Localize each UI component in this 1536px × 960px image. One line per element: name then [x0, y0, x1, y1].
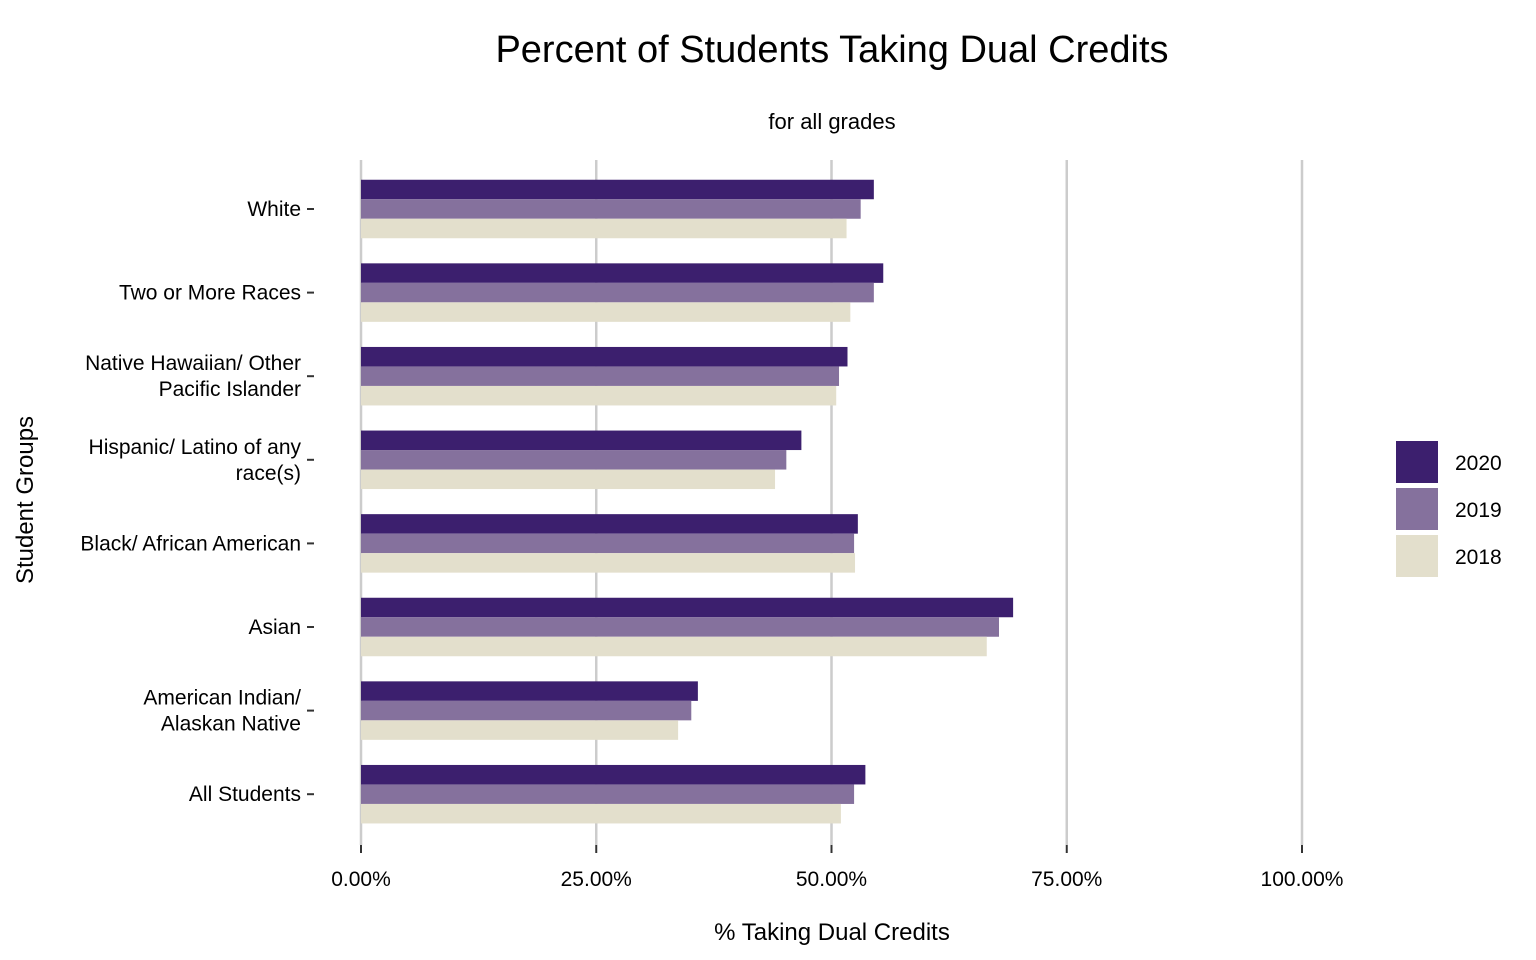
bar-2019: [361, 366, 840, 386]
bar-2020: [361, 764, 866, 785]
bar-2020: [361, 179, 874, 200]
bar-2018: [361, 720, 679, 740]
x-tick-label: 25.00%: [561, 868, 632, 891]
legend-key-2018: [1396, 535, 1438, 577]
x-axis-title: % Taking Dual Credits: [714, 919, 950, 946]
y-tick-label: Alaskan Native: [161, 713, 301, 736]
legend-label: 2019: [1455, 499, 1502, 522]
legend: 2020 2019 2018: [1396, 441, 1502, 577]
bar-2020: [361, 430, 802, 451]
bar-2019: [361, 199, 861, 219]
bar-2019: [361, 784, 855, 804]
y-tick-label: White: [247, 198, 301, 221]
y-axis: White Two or More Races Native Hawaiian/ O…: [80, 198, 314, 806]
y-axis-title: Student Groups: [12, 416, 39, 584]
bar-2018: [361, 385, 837, 406]
bars: [361, 179, 1014, 824]
chart-title: Percent of Students Taking Dual Credits: [495, 29, 1168, 71]
bar-2019: [361, 533, 855, 554]
bar-2018: [361, 553, 856, 573]
bar-2020: [361, 681, 698, 701]
legend-label: 2018: [1455, 546, 1502, 569]
x-axis: 0.00% 25.00% 50.00% 75.00% 100.00%: [331, 845, 1343, 891]
y-tick-label: Hispanic/ Latino of any: [89, 436, 302, 459]
legend-key-2020: [1396, 441, 1438, 483]
bar-2018: [361, 803, 841, 824]
bar-2019: [361, 450, 787, 470]
y-tick-label: Black/ African American: [80, 532, 301, 555]
y-tick-label: race(s): [236, 462, 301, 485]
y-tick-label: Native Hawaiian/ Other: [85, 352, 301, 375]
bar-2018: [361, 469, 776, 490]
y-tick-label: American Indian/: [143, 687, 301, 710]
bar-2020: [361, 597, 1014, 618]
bar-2020: [361, 514, 858, 534]
x-tick-label: 50.00%: [796, 868, 867, 891]
y-tick-label: Asian: [248, 616, 301, 639]
legend-key-2019: [1396, 488, 1438, 530]
gridlines: [359, 160, 1304, 845]
y-tick-label: All Students: [189, 783, 301, 806]
bar-2020: [361, 263, 884, 283]
chart-subtitle: for all grades: [768, 109, 895, 134]
x-tick-label: 0.00%: [331, 868, 391, 891]
bar-2018: [361, 218, 847, 239]
bar-2020: [361, 346, 848, 367]
y-tick-label: Two or More Races: [119, 282, 301, 305]
bar-2019: [361, 700, 692, 721]
y-tick-label: Pacific Islander: [159, 378, 301, 401]
bar-2018: [361, 636, 987, 657]
bar-2019: [361, 617, 999, 637]
legend-label: 2020: [1455, 452, 1502, 475]
bar-2018: [361, 302, 851, 322]
bar-2019: [361, 282, 874, 303]
x-tick-label: 100.00%: [1261, 868, 1344, 891]
x-tick-label: 75.00%: [1031, 868, 1102, 891]
